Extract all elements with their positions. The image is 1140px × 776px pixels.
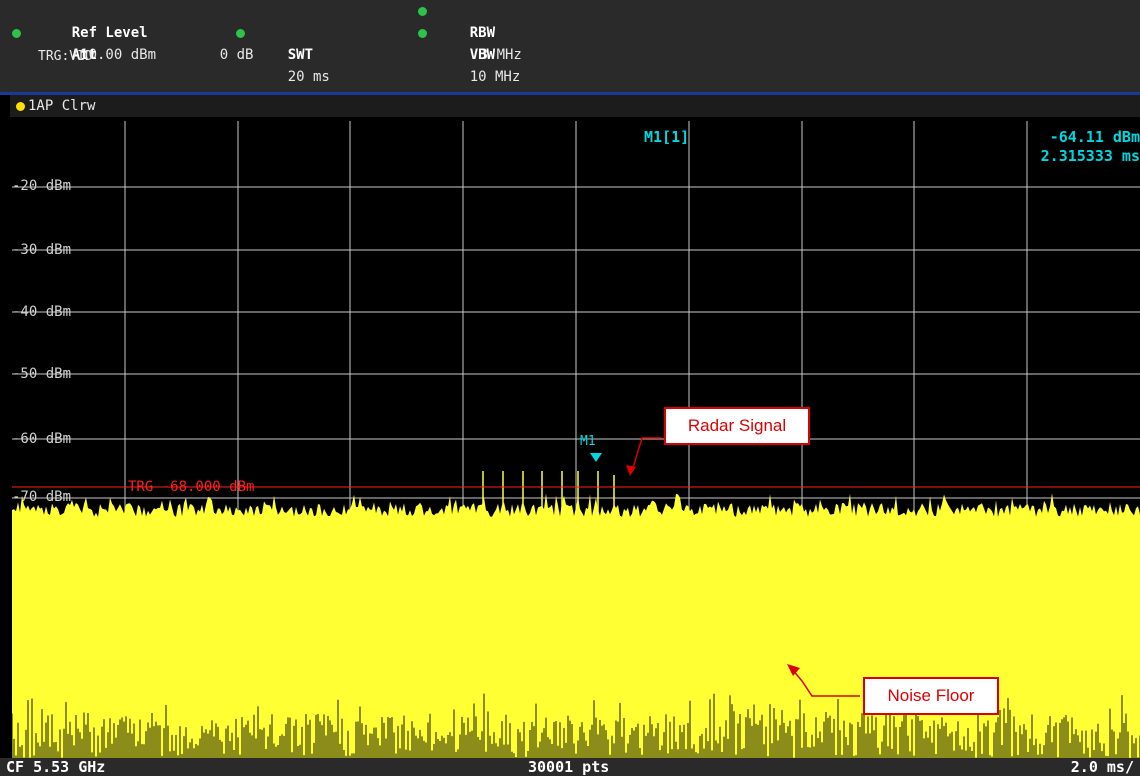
trace-indicator-icon xyxy=(16,102,25,111)
marker-time: 2.315333 ms xyxy=(1040,147,1140,165)
y-label-50: -50 dBm xyxy=(12,366,72,382)
marker-name: M1[1] xyxy=(644,128,690,146)
settings-header: Ref Level -10.00 dBm RBW 3 MHz Att 0 dB … xyxy=(0,0,1140,92)
vbw-label: VBW xyxy=(469,47,496,63)
status-footer: CF 5.53 GHz 30001 pts 2.0 ms/ xyxy=(0,758,1140,776)
y-label-20: -20 dBm xyxy=(12,178,72,194)
y-label-30: -30 dBm xyxy=(12,242,72,258)
noise-arrowhead-icon xyxy=(787,664,800,676)
plot-canvas xyxy=(12,121,1140,758)
att-status-icon xyxy=(12,29,21,38)
att-value[interactable]: 0 dB xyxy=(219,47,254,63)
swt-value[interactable]: 20 ms xyxy=(287,69,330,85)
header-divider xyxy=(0,92,1140,95)
marker-level: -64.11 dBm xyxy=(1049,128,1140,146)
marker-m1-icon[interactable] xyxy=(590,453,602,462)
noise-floor-callout: Noise Floor xyxy=(863,677,999,715)
trace-tab-label: 1AP Clrw xyxy=(28,98,96,114)
rbw-status-icon xyxy=(418,7,427,16)
noise-floor-trace xyxy=(12,493,1140,758)
spectrum-plot[interactable]: -20 dBm -30 dBm -40 dBm -50 dBm -60 dBm … xyxy=(12,121,1140,758)
rbw-value[interactable]: 3 MHz xyxy=(479,47,522,63)
swt-status-icon xyxy=(236,29,245,38)
y-label-70: -70 dBm xyxy=(12,489,72,505)
ref-level-value[interactable]: -10.00 dBm xyxy=(71,47,157,63)
noise-band xyxy=(12,493,1140,758)
swt-label: SWT xyxy=(287,47,314,63)
center-frequency[interactable]: CF 5.53 GHz xyxy=(6,758,106,776)
radar-arrow-icon xyxy=(631,437,662,472)
rbw-label: RBW xyxy=(469,25,496,41)
radar-signal-callout: Radar Signal xyxy=(664,407,810,445)
radar-arrowhead-icon xyxy=(626,465,636,476)
y-label-40: -40 dBm xyxy=(12,304,72,320)
marker-tag: M1 xyxy=(580,434,596,449)
trigger-source[interactable]: TRG:VID xyxy=(38,49,93,64)
att-label: Att xyxy=(71,47,98,63)
time-per-division[interactable]: 2.0 ms/ xyxy=(1070,758,1134,776)
vbw-value[interactable]: 10 MHz xyxy=(469,69,521,85)
sweep-points[interactable]: 30001 pts xyxy=(528,758,610,776)
trigger-level-label: TRG -68.000 dBm xyxy=(128,479,255,495)
radar-pulses xyxy=(482,471,615,513)
y-label-60: -60 dBm xyxy=(12,431,72,447)
vbw-status-icon xyxy=(418,29,427,38)
ref-level-label: Ref Level xyxy=(71,25,148,41)
noise-arrow-icon xyxy=(791,668,860,697)
trace-tab[interactable]: 1AP Clrw xyxy=(10,95,1140,117)
